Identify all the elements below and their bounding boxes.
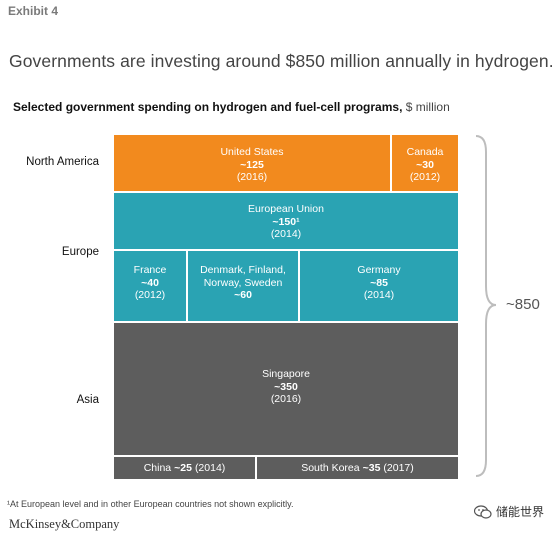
block-year: (2017)	[383, 461, 414, 474]
region-label-europe: Europe	[61, 246, 99, 258]
chart-title: Governments are investing around $850 mi…	[9, 51, 554, 71]
block-name: Germany	[357, 264, 401, 276]
block-name: Canada	[406, 146, 444, 158]
block-name: France	[133, 264, 167, 276]
block-value: ~40	[141, 276, 159, 289]
block-name: South Korea	[301, 461, 360, 474]
subtitle-unit: $ million	[405, 100, 450, 114]
mckinsey-logo: McKinsey&Company	[9, 517, 120, 531]
exhibit-label: Exhibit 4	[8, 4, 59, 18]
mekko-block-south-korea: South Korea ~35 (2017)	[256, 456, 459, 480]
block-year: (2014)	[363, 289, 395, 301]
block-name: Denmark, Finland,	[200, 264, 286, 276]
wechat-icon	[474, 504, 492, 519]
mekko-block-france: France ~40 (2012)	[113, 250, 187, 322]
block-value: ~60	[234, 289, 252, 301]
block-name: European Union	[248, 203, 324, 215]
block-year: (2012)	[409, 171, 441, 183]
mekko-block-singapore: Singapore ~350 (2016)	[113, 322, 459, 456]
total-label: ~850	[506, 296, 540, 313]
footnote: ¹At European level and in other European…	[7, 499, 294, 509]
block-name: Singapore	[262, 368, 310, 380]
block-value: ~125	[240, 158, 264, 171]
mekko-block-european-union: European Union ~150¹ (2014)	[113, 192, 459, 250]
block-name: United States	[220, 146, 284, 158]
block-value: ~35	[362, 461, 381, 474]
wechat-label: 储能世界	[496, 505, 545, 519]
mekko-block-denmark-finland-norway-sweden: Denmark, Finland, Norway, Sweden ~60	[187, 250, 299, 322]
block-value: ~25	[174, 461, 192, 474]
mekko-block-china: China ~25 (2014)	[113, 456, 256, 480]
total-brace	[475, 135, 497, 477]
block-name: Norway, Sweden	[203, 276, 283, 289]
block-year: (2014)	[194, 461, 226, 474]
region-label-north-america: North America	[26, 156, 99, 168]
block-value: ~30	[416, 158, 434, 171]
block-year: (2014)	[270, 228, 302, 240]
block-value: ~85	[370, 276, 388, 289]
mekko-block-united-states: United States ~125 (2016)	[113, 134, 391, 192]
region-label-asia: Asia	[76, 394, 99, 406]
mekko-block-germany: Germany ~85 (2014)	[299, 250, 459, 322]
block-name: China	[143, 461, 172, 474]
block-value: ~150¹	[272, 215, 300, 228]
block-year: (2012)	[134, 289, 166, 301]
block-year: (2016)	[236, 171, 268, 183]
mekko-block-canada: Canada ~30 (2012)	[391, 134, 459, 192]
chart-subtitle: Selected government spending on hydrogen…	[13, 100, 450, 114]
subtitle-text: Selected government spending on hydrogen…	[13, 100, 403, 114]
block-year: (2016)	[270, 393, 302, 405]
wechat-watermark: 储能世界	[474, 503, 544, 520]
block-value: ~350	[274, 380, 298, 393]
